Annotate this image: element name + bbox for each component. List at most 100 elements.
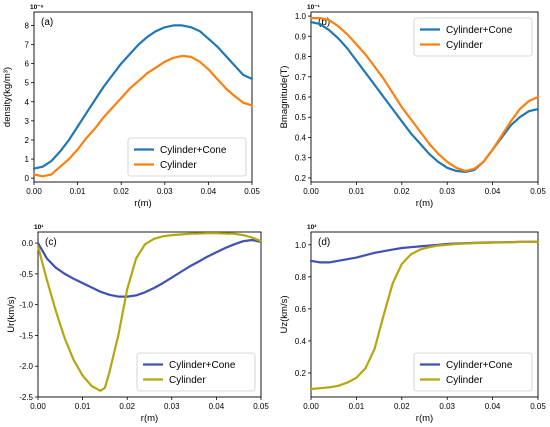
legend-label: Cylinder+Cone	[169, 360, 236, 371]
y-tick-label: 1.0	[295, 241, 307, 250]
y-tick-label: 0.0	[22, 239, 34, 248]
series-line	[309, 17, 540, 172]
panel-label: (d)	[318, 237, 330, 248]
x-tick-label: 0.03	[164, 402, 180, 411]
plot-frame	[33, 11, 253, 183]
y-tick-label: 0	[25, 174, 30, 183]
legend-box	[136, 352, 256, 392]
x-tick-label: 0.02	[394, 402, 410, 411]
x-tick-label: 0.01	[70, 187, 86, 196]
x-tick-label: 0.05	[530, 187, 546, 196]
series-line	[309, 240, 540, 391]
y-tick-label: -1.5	[19, 331, 33, 340]
plot-frame	[310, 231, 539, 398]
y-tick-label: -2.0	[19, 362, 33, 371]
y-tick-label: -0.5	[19, 270, 33, 279]
x-axis-title: r(m)	[416, 198, 433, 209]
axis-multiplier: 10²	[307, 224, 317, 231]
x-tick-label: 0.02	[119, 402, 135, 411]
x-tick-label: 0.00	[303, 187, 319, 196]
x-tick-label: 0.01	[75, 402, 91, 411]
x-tick-label: 0.01	[349, 402, 365, 411]
panel-label: (a)	[41, 17, 53, 28]
y-axis-title: Ur(km/s)	[6, 296, 17, 332]
y-tick-label: 0.8	[295, 53, 307, 62]
x-tick-label: 0.05	[530, 402, 546, 411]
legend-label: Cylinder+Cone	[446, 25, 513, 36]
legend-box	[413, 352, 533, 392]
y-tick-label: 0.5	[295, 113, 307, 122]
x-tick-label: 0.04	[485, 187, 501, 196]
y-tick-label: 0.4	[295, 133, 307, 142]
y-axis-title: density(kg/m³)	[2, 67, 13, 127]
y-tick-label: 0.2	[295, 174, 307, 183]
series-line	[32, 54, 254, 178]
axis-multiplier: 10⁻⁶	[30, 4, 44, 11]
legend-label: Cylinder	[446, 40, 483, 51]
y-axis-title: Bmagnitude(T)	[279, 66, 290, 129]
legend-label: Cylinder	[446, 375, 483, 386]
series-line	[36, 232, 263, 392]
y-tick-label: -2.5	[19, 393, 33, 402]
legend: Cylinder+Cone Cylinder	[413, 17, 533, 57]
legend-label: Cylinder	[169, 375, 206, 386]
y-tick-label: 0.2	[295, 369, 307, 378]
panel-label: (c)	[45, 237, 57, 248]
legend: Cylinder+Cone Cylinder	[136, 352, 256, 392]
y-tick-label: 2	[25, 136, 30, 145]
x-axis-title: r(m)	[134, 198, 151, 209]
series-line	[309, 240, 540, 264]
y-tick-label: 4	[25, 98, 30, 107]
legend: Cylinder+Cone Cylinder	[127, 137, 247, 177]
chart-panel-3: 0.00 0.01 0.02 0.03 0.04 0.05 -2.5 -2.0 -1.5 -1.0…	[6, 224, 269, 424]
y-tick-label: 8	[25, 21, 30, 30]
y-tick-label: 0.9	[295, 32, 307, 41]
y-tick-label: 0.6	[295, 93, 307, 102]
y-tick-label: 1	[25, 155, 30, 164]
y-tick-label: 5	[25, 79, 30, 88]
plot-frame	[37, 231, 262, 398]
y-tick-label: 0.3	[295, 154, 307, 163]
x-tick-label: 0.01	[349, 187, 365, 196]
y-tick-label: 3	[25, 117, 30, 126]
x-tick-label: 0.03	[439, 402, 455, 411]
legend-box	[413, 17, 533, 57]
y-tick-label: 0.4	[295, 337, 307, 346]
x-tick-label: 0.00	[30, 402, 46, 411]
y-tick-label: 0.7	[295, 73, 307, 82]
x-tick-label: 0.04	[485, 402, 501, 411]
x-tick-label: 0.04	[201, 187, 217, 196]
y-tick-label: -1.0	[19, 301, 33, 310]
x-tick-label: 0.03	[439, 187, 455, 196]
axis-multiplier: 10¹	[34, 224, 43, 231]
y-tick-label: 7	[25, 40, 30, 49]
legend: Cylinder+Cone Cylinder	[413, 352, 533, 392]
y-tick-label: 0.6	[295, 305, 307, 314]
chart-panel-1: 0.00 0.01 0.02 0.03 0.04 0.05 0 1 2 3 4 5 6 7 8 r(m) den…	[2, 4, 260, 209]
x-tick-label: 0.04	[209, 402, 225, 411]
x-tick-label: 0.00	[26, 187, 42, 196]
x-axis-title: r(m)	[416, 413, 433, 424]
y-axis-title: Uz(km/s)	[279, 296, 290, 334]
x-tick-label: 0.02	[113, 187, 129, 196]
legend-box	[127, 137, 247, 177]
legend-label: Cylinder+Cone	[446, 360, 513, 371]
y-tick-label: 1.0	[295, 12, 307, 21]
chart-panel-4: 0.00 0.01 0.02 0.03 0.04 0.05 0.2 0.4 0.6 0.8 1.0 r…	[279, 224, 546, 424]
x-tick-label: 0.05	[244, 187, 260, 196]
series-line	[36, 238, 263, 298]
y-tick-label: 6	[25, 60, 30, 69]
legend-label: Cylinder+Cone	[160, 145, 227, 156]
series-line	[32, 24, 254, 170]
x-tick-label: 0.05	[253, 402, 269, 411]
panel-label: (b)	[318, 17, 330, 28]
chart-panel-2: 0.00 0.01 0.02 0.03 0.04 0.05 0.2 0.3 0.4 0.5 0.6 0…	[279, 4, 546, 209]
axis-multiplier: 10⁻¹	[307, 4, 320, 11]
x-tick-label: 0.03	[157, 187, 173, 196]
x-axis-title: r(m)	[141, 413, 158, 424]
y-tick-label: 0.8	[295, 273, 307, 282]
x-tick-label: 0.02	[394, 187, 410, 196]
x-tick-label: 0.00	[303, 402, 319, 411]
legend-label: Cylinder	[160, 160, 197, 171]
